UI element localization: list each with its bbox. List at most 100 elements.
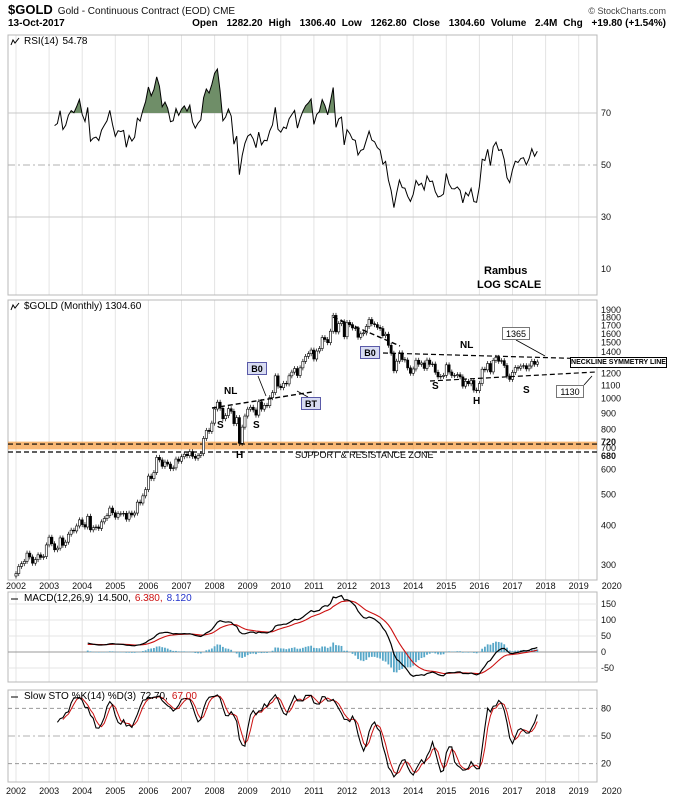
svg-text:1600: 1600	[601, 329, 621, 339]
svg-text:900: 900	[601, 408, 616, 418]
svg-text:2009: 2009	[238, 786, 258, 796]
svg-text:2007: 2007	[171, 786, 191, 796]
breakdown-callout-2013: B0	[360, 346, 380, 359]
quote-strip: Open 1282.20 High 1306.40 Low 1262.80 Close…	[186, 18, 666, 29]
left-shoulder-2008: S	[217, 420, 224, 431]
svg-text:2020: 2020	[602, 786, 622, 796]
svg-text:2019: 2019	[569, 786, 589, 796]
svg-text:2008: 2008	[205, 581, 225, 591]
neckline-symmetry-line-label: NECKLINE SYMMETRY LINE	[570, 357, 667, 368]
sto-value-2: 67.00	[171, 691, 197, 702]
neckline-label-right: NL	[460, 340, 474, 351]
rsi-panel-label: RSI(14) 54.78	[10, 36, 87, 47]
svg-text:2002: 2002	[6, 581, 26, 591]
quote-high: High 1306.40	[268, 18, 336, 29]
price-chart-icon	[10, 302, 20, 310]
svg-text:1000: 1000	[601, 394, 621, 404]
svg-text:10: 10	[601, 264, 611, 274]
svg-text:2017: 2017	[502, 581, 522, 591]
svg-text:2016: 2016	[469, 786, 489, 796]
svg-text:680: 680	[601, 451, 616, 461]
rsi-value: 54.78	[62, 36, 88, 47]
svg-text:2003: 2003	[39, 581, 59, 591]
svg-text:2003: 2003	[39, 786, 59, 796]
chart-header: $GOLD Gold - Continuous Contract (EOD) C…	[8, 2, 666, 29]
head-2008: H	[236, 450, 244, 461]
macd-value-2: 6.380,	[134, 593, 163, 604]
right-shoulder-2017: S	[523, 385, 530, 396]
svg-text:2015: 2015	[436, 581, 456, 591]
svg-text:2011: 2011	[304, 786, 323, 796]
svg-text:2010: 2010	[271, 786, 291, 796]
macd-histogram	[86, 641, 539, 673]
svg-text:50: 50	[601, 160, 611, 170]
svg-text:600: 600	[601, 464, 616, 474]
svg-text:1200: 1200	[601, 369, 621, 379]
rsi-overbought-fill	[54, 69, 538, 113]
svg-text:2012: 2012	[337, 581, 357, 591]
svg-text:2007: 2007	[171, 581, 191, 591]
price-candles	[14, 312, 539, 579]
sto-name: Slow STO %K(14) %D(3)	[24, 691, 137, 702]
svg-text:1400: 1400	[601, 347, 621, 357]
macd-panel-label: MACD(12,26,9) 14.500, 6.380, 8.120	[10, 593, 192, 604]
log-scale-label: LOG SCALE	[477, 279, 542, 291]
svg-text:720: 720	[601, 437, 616, 447]
support-resistance-zone-label: SUPPORT & RESISTANCE ZONE	[295, 450, 434, 460]
svg-text:400: 400	[601, 520, 616, 530]
svg-text:150: 150	[601, 599, 616, 609]
svg-text:2016: 2016	[469, 581, 489, 591]
svg-text:20: 20	[601, 759, 611, 769]
svg-text:100: 100	[601, 615, 616, 625]
svg-text:-50: -50	[601, 663, 614, 673]
sto-d-line	[62, 694, 538, 775]
svg-text:30: 30	[601, 212, 611, 222]
svg-text:2020: 2020	[602, 581, 622, 591]
svg-text:2004: 2004	[72, 786, 92, 796]
svg-text:2010: 2010	[271, 581, 291, 591]
svg-text:2006: 2006	[138, 786, 158, 796]
svg-text:50: 50	[601, 631, 611, 641]
rsi-name: RSI(14)	[24, 36, 59, 47]
symbol: $GOLD	[8, 2, 53, 17]
macd-line	[87, 594, 538, 677]
svg-text:1500: 1500	[601, 338, 621, 348]
svg-text:2011: 2011	[304, 581, 323, 591]
chart-title: Gold - Continuous Contract (EOD) CME	[57, 6, 236, 17]
svg-text:2004: 2004	[72, 581, 92, 591]
backtest-callout: BT	[301, 397, 321, 410]
svg-text:500: 500	[601, 489, 616, 499]
svg-text:0: 0	[601, 647, 606, 657]
svg-text:2012: 2012	[337, 786, 357, 796]
svg-text:80: 80	[601, 703, 611, 713]
svg-text:1700: 1700	[601, 320, 621, 330]
price-callout-1365: 1365	[502, 327, 530, 340]
main-label-text: $GOLD (Monthly) 1304.60	[24, 301, 142, 312]
svg-text:2013: 2013	[370, 581, 390, 591]
sto-k-line	[56, 693, 538, 778]
quote-open: Open 1282.20	[192, 18, 263, 29]
svg-text:1100: 1100	[601, 381, 620, 391]
neckline-label-left: NL	[224, 386, 238, 397]
rsi-indicator-icon	[10, 37, 20, 45]
head-2015: H	[473, 396, 481, 407]
copyright: © StockCharts.com	[588, 6, 666, 16]
sto-indicator-icon	[11, 696, 18, 698]
breakout-callout-2009: B0	[247, 362, 267, 375]
support-resistance-zone	[8, 441, 597, 450]
svg-text:1900: 1900	[601, 305, 621, 315]
svg-text:2005: 2005	[105, 581, 125, 591]
rambus-signature: Rambus	[484, 265, 528, 277]
svg-text:2014: 2014	[403, 581, 423, 591]
svg-text:300: 300	[601, 560, 616, 570]
rsi-line	[54, 67, 538, 208]
svg-text:70: 70	[601, 108, 611, 118]
quote-chg: Chg +19.80 (+1.54%)	[563, 18, 666, 29]
svg-text:2019: 2019	[569, 581, 589, 591]
main-panel-label: $GOLD (Monthly) 1304.60	[10, 301, 141, 312]
sto-value-1: 72.70,	[140, 691, 168, 702]
chart-date: 13-Oct-2017	[8, 18, 65, 29]
svg-text:2006: 2006	[138, 581, 158, 591]
